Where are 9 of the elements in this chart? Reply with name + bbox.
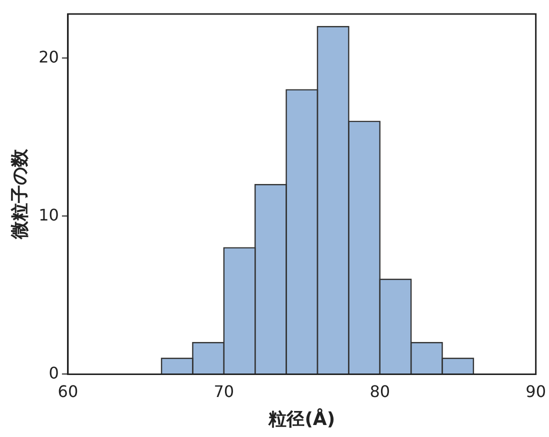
x-axis-title: 粒径(Å) — [268, 408, 336, 430]
y-tick-label: 10 — [38, 205, 59, 224]
x-tick-label: 60 — [58, 382, 78, 401]
x-tick-label: 90 — [526, 382, 546, 401]
y-tick-label: 20 — [38, 47, 59, 66]
y-tick-label: 0 — [48, 363, 59, 382]
x-tick-label: 80 — [370, 382, 390, 401]
y-axis-title: 微粒子の数 — [9, 148, 30, 240]
x-tick-label: 70 — [214, 382, 234, 401]
